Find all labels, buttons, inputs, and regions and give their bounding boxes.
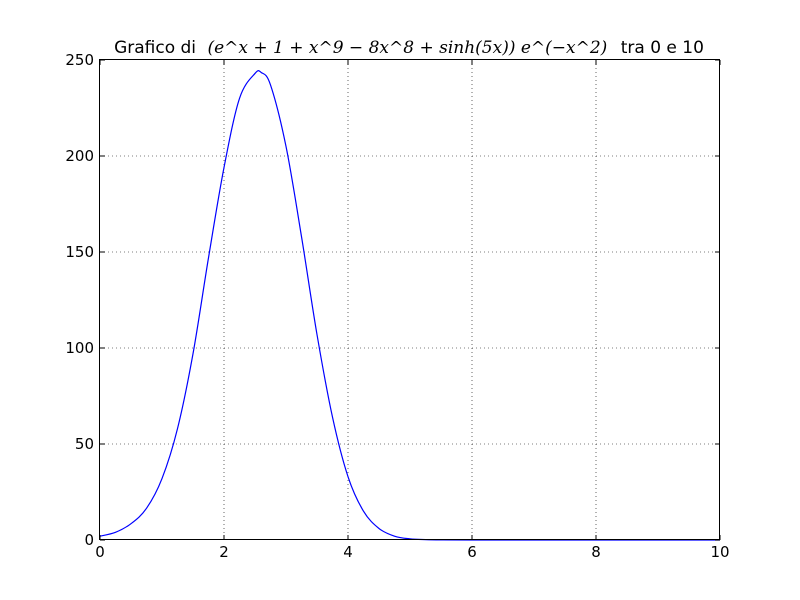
y-tick-label: 200 (65, 147, 94, 165)
series-line (99, 70, 720, 541)
x-tick-label: 0 (95, 543, 105, 561)
chart-title-formula: (e^x + 1 + x^9 − 8x^8 + sinh(5x)) e^(−x^… (207, 38, 607, 58)
x-tick-label: 6 (467, 543, 477, 561)
x-tick-label: 10 (710, 543, 729, 561)
x-axis-tick-labels: 0 2 4 6 8 10 (95, 543, 729, 561)
plot-frame (99, 59, 720, 540)
x-tick-label: 4 (343, 543, 353, 561)
x-tick-label: 8 (591, 543, 601, 561)
y-tick-label: 100 (65, 339, 94, 357)
y-tick-label: 250 (65, 51, 94, 69)
y-tick-label: 150 (65, 243, 94, 261)
chart-title: Grafico di (e^x + 1 + x^9 − 8x^8 + sinh(… (114, 38, 704, 58)
chart-title-prefix: Grafico di (114, 38, 196, 58)
y-axis-tick-labels: 0 50 100 150 200 250 (65, 51, 94, 549)
tick-marks (99, 59, 721, 541)
grid (100, 60, 720, 540)
chart-title-suffix: tra 0 e 10 (621, 38, 704, 58)
y-tick-label: 0 (84, 531, 94, 549)
x-tick-label: 2 (219, 543, 229, 561)
y-tick-label: 50 (75, 435, 94, 453)
series-layer (99, 70, 720, 541)
